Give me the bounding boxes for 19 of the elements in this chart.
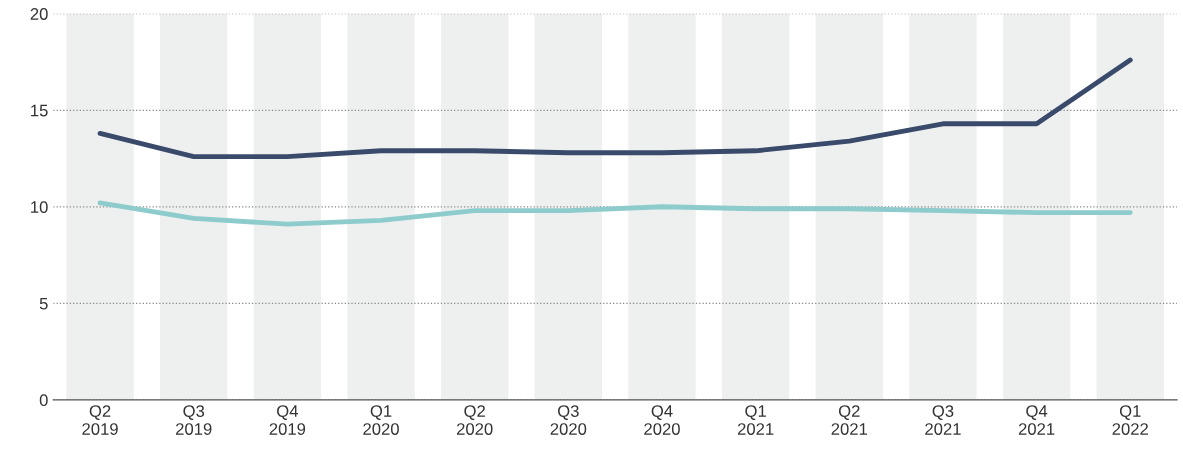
- x-tick-label: Q3 2020: [550, 405, 587, 435]
- x-tick-label: Q2 2019: [82, 405, 118, 435]
- y-tick-label: 0: [39, 394, 48, 407]
- x-tick-label: Q1 2021: [737, 405, 774, 435]
- x-tick-label: Q2 2020: [456, 405, 493, 435]
- x-tick-label: Q2 2021: [831, 405, 868, 435]
- line-series: [97, 200, 1133, 227]
- y-tick-label: 10: [31, 201, 48, 213]
- x-tick-label: Q4 2019: [269, 405, 306, 435]
- x-tick-label: Q4 2020: [644, 405, 680, 435]
- x-tick-label: Q3 2021: [925, 405, 961, 435]
- y-tick-label: 20: [30, 8, 48, 20]
- x-tick-label: Q1 2020: [363, 405, 399, 435]
- x-tick-label: Q1 2022: [1112, 405, 1148, 435]
- line-series: [97, 57, 1133, 160]
- y-tick-label: 5: [39, 297, 48, 310]
- y-tick-label: 15: [31, 104, 48, 117]
- x-tick-label: Q3 2019: [176, 405, 212, 435]
- x-tick-label: Q4 2021: [1018, 405, 1055, 435]
